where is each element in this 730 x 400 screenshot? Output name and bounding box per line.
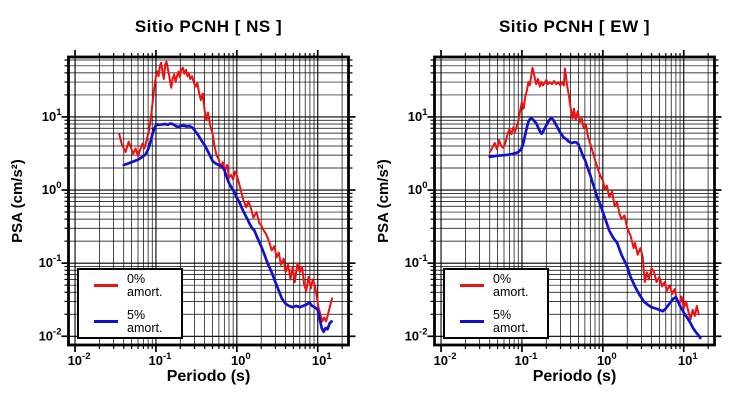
svg-text:10-2: 10-2 xyxy=(68,351,91,368)
legend-label: 0% amort. xyxy=(493,272,529,299)
svg-text:10-1: 10-1 xyxy=(148,351,172,368)
svg-text:101: 101 xyxy=(312,351,332,368)
legend-line-swatch-red xyxy=(460,284,484,287)
svg-text:100: 100 xyxy=(597,351,617,368)
y-axis-label-ns: PSA (cm/s²) xyxy=(9,159,26,243)
legend-ns: 0% amort. 5% amort. xyxy=(77,268,183,339)
svg-text:101: 101 xyxy=(42,107,62,124)
legend-line-swatch-red xyxy=(94,284,118,287)
legend-item-5pct: 5% amort. xyxy=(94,309,181,334)
svg-text:10-1: 10-1 xyxy=(514,351,538,368)
panel-ns: 10-2 10-1 100 101 10-2 10-1 100 101 Sitio PCNH … xyxy=(9,17,356,385)
x-axis-label-ew: Periodo (s) xyxy=(532,368,617,385)
panel-ew: 10-2 10-1 100 101 10-2 10-1 100 101 Sitio PCNH … xyxy=(366,0,730,400)
y-axis-label-ew: PSA (cm/s²) xyxy=(375,159,392,243)
plot-title-ew: Sitio PCNH [ EW ] xyxy=(498,17,651,36)
svg-text:10-1: 10-1 xyxy=(405,253,429,270)
legend-line-swatch-blue xyxy=(460,320,484,323)
legend-item-0pct: 0% amort. xyxy=(94,273,181,298)
plot-area-ns: 10-2 10-1 100 101 10-2 10-1 100 101 xyxy=(39,50,356,368)
plot-title-ns: Sitio PCNH [ NS ] xyxy=(134,17,283,36)
legend-item-0pct: 0% amort. xyxy=(460,273,547,298)
svg-text:10-1: 10-1 xyxy=(39,253,63,270)
svg-text:101: 101 xyxy=(678,351,698,368)
svg-text:10-2: 10-2 xyxy=(39,326,62,343)
legend-label: 5% amort. xyxy=(127,308,163,335)
svg-text:10-2: 10-2 xyxy=(405,326,428,343)
legend-item-5pct: 5% amort. xyxy=(460,309,547,334)
legend-ew: 0% amort. 5% amort. xyxy=(443,268,549,339)
plot-area-ew: 10-2 10-1 100 101 10-2 10-1 100 101 xyxy=(405,50,722,368)
legend-label: 5% amort. xyxy=(493,308,529,335)
svg-text:10-2: 10-2 xyxy=(434,351,457,368)
legend-line-swatch-blue xyxy=(94,320,118,323)
svg-text:101: 101 xyxy=(408,107,428,124)
legend-label: 0% amort. xyxy=(127,272,163,299)
svg-text:100: 100 xyxy=(231,351,251,368)
svg-text:100: 100 xyxy=(408,180,428,197)
x-axis-label-ns: Periodo (s) xyxy=(166,368,251,385)
svg-text:100: 100 xyxy=(42,180,62,197)
